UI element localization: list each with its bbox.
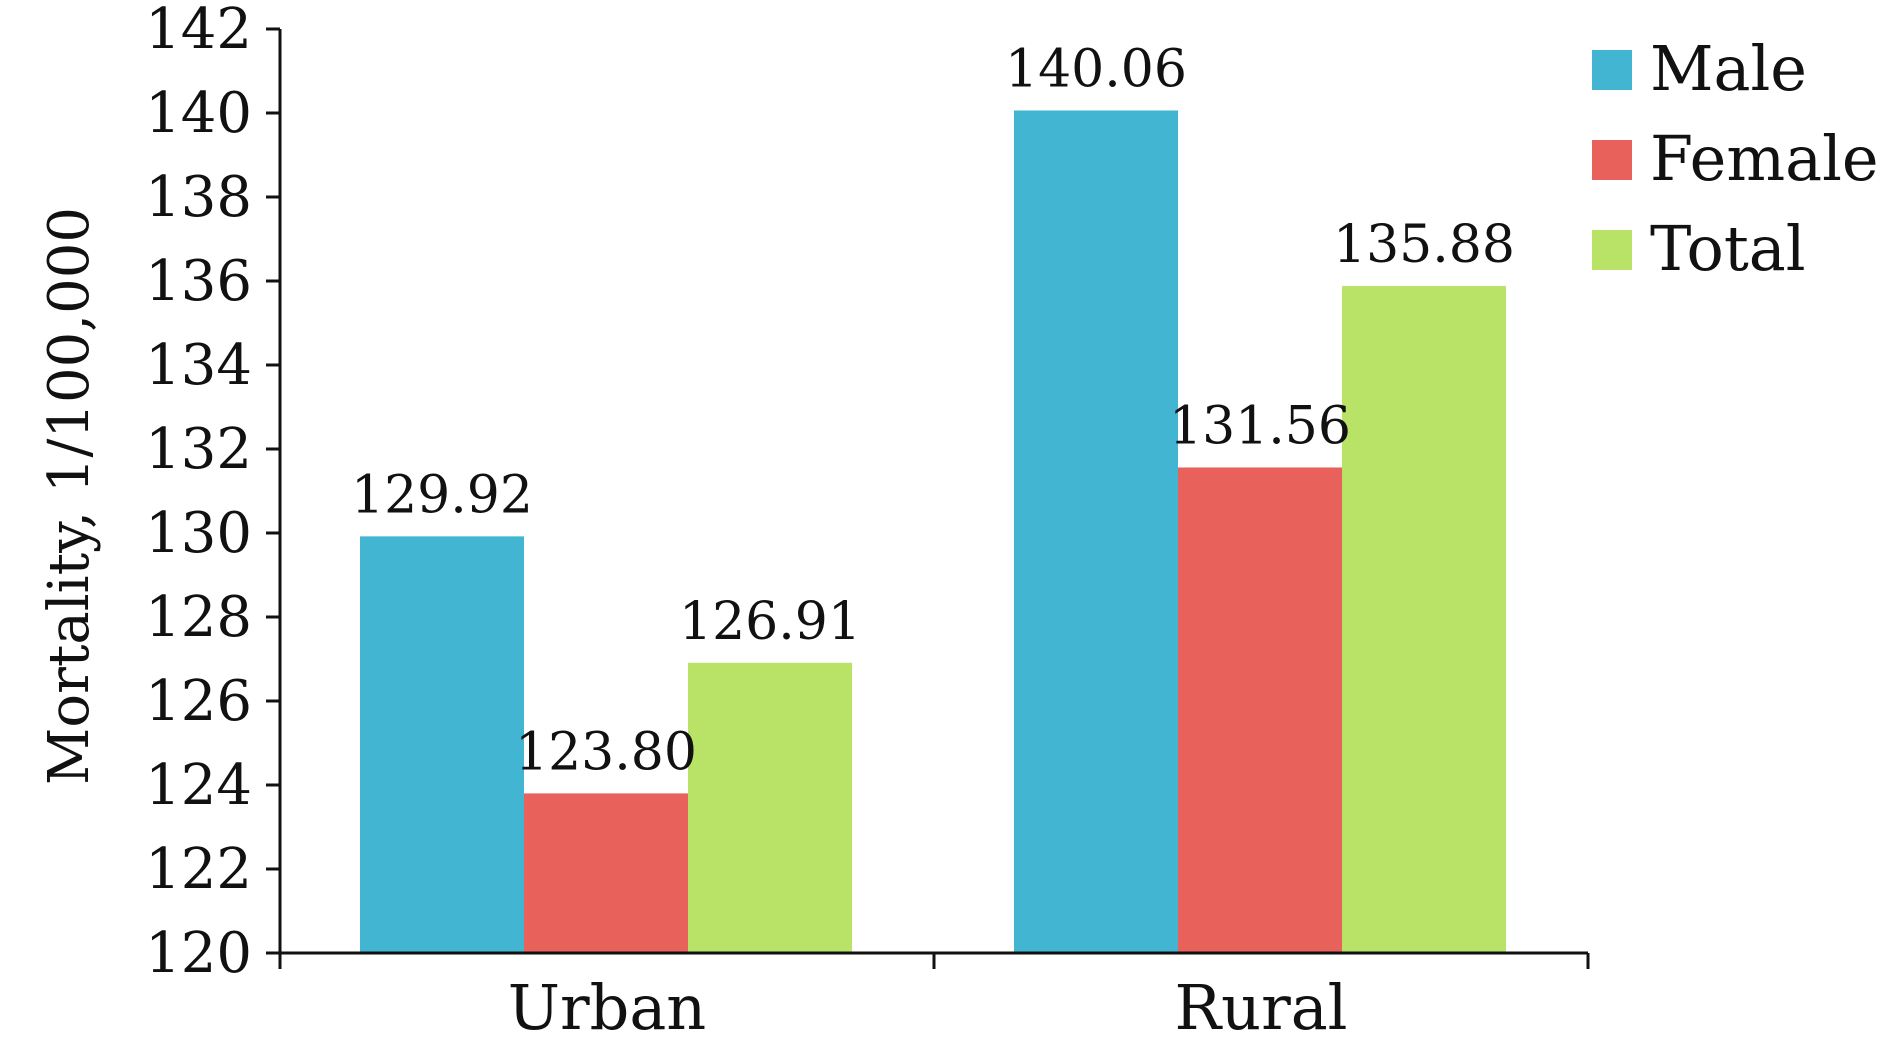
y-tick-label-122: 122 <box>145 837 252 902</box>
legend-label-female: Female <box>1650 122 1879 195</box>
y-ticks-group: 120 122 124 126 128 130 132 134 136 138 140 142 <box>145 0 280 986</box>
legend: Male Female Total <box>1592 32 1879 285</box>
bar-urban-total <box>688 662 852 953</box>
data-label-rural-total: 135.88 <box>1333 215 1515 275</box>
data-label-urban-total: 126.91 <box>679 592 861 652</box>
y-tick-label-130: 130 <box>145 501 252 566</box>
data-label-rural-female: 131.56 <box>1169 396 1351 456</box>
y-tick-label-132: 132 <box>145 417 252 482</box>
y-tick-label-142: 142 <box>145 0 252 62</box>
y-tick-label-124: 124 <box>145 753 252 818</box>
y-tick-label-120: 120 <box>145 921 252 986</box>
legend-swatch-male <box>1592 50 1632 90</box>
x-label-rural: Rural <box>1174 971 1347 1044</box>
y-tick-label-126: 126 <box>145 669 252 734</box>
y-axis-title: Mortality, 1/100,000 <box>37 207 102 785</box>
y-tick-label-136: 136 <box>145 249 252 314</box>
legend-label-male: Male <box>1650 32 1807 105</box>
y-tick-label-134: 134 <box>145 333 252 398</box>
y-tick-label-138: 138 <box>145 165 252 230</box>
bar-urban-male <box>360 536 524 953</box>
legend-label-total: Total <box>1650 212 1806 285</box>
bar-urban-female <box>524 793 688 953</box>
bar-rural-male <box>1014 110 1178 954</box>
bar-rural-total <box>1342 286 1506 953</box>
bars-group <box>360 110 1506 954</box>
legend-swatch-total <box>1592 230 1632 270</box>
data-labels-group: 129.92 123.80 126.91 140.06 131.56 135.88 <box>351 39 1515 782</box>
axes-group <box>278 29 1590 969</box>
data-label-urban-female: 123.80 <box>515 722 697 782</box>
legend-swatch-female <box>1592 140 1632 180</box>
data-label-rural-male: 140.06 <box>1005 39 1187 99</box>
data-label-urban-male: 129.92 <box>351 465 533 525</box>
y-tick-label-140: 140 <box>145 81 252 146</box>
x-category-labels: Urban Rural <box>508 971 1348 1044</box>
y-tick-label-128: 128 <box>145 585 252 650</box>
x-label-urban: Urban <box>508 971 706 1044</box>
bar-rural-female <box>1178 467 1342 953</box>
